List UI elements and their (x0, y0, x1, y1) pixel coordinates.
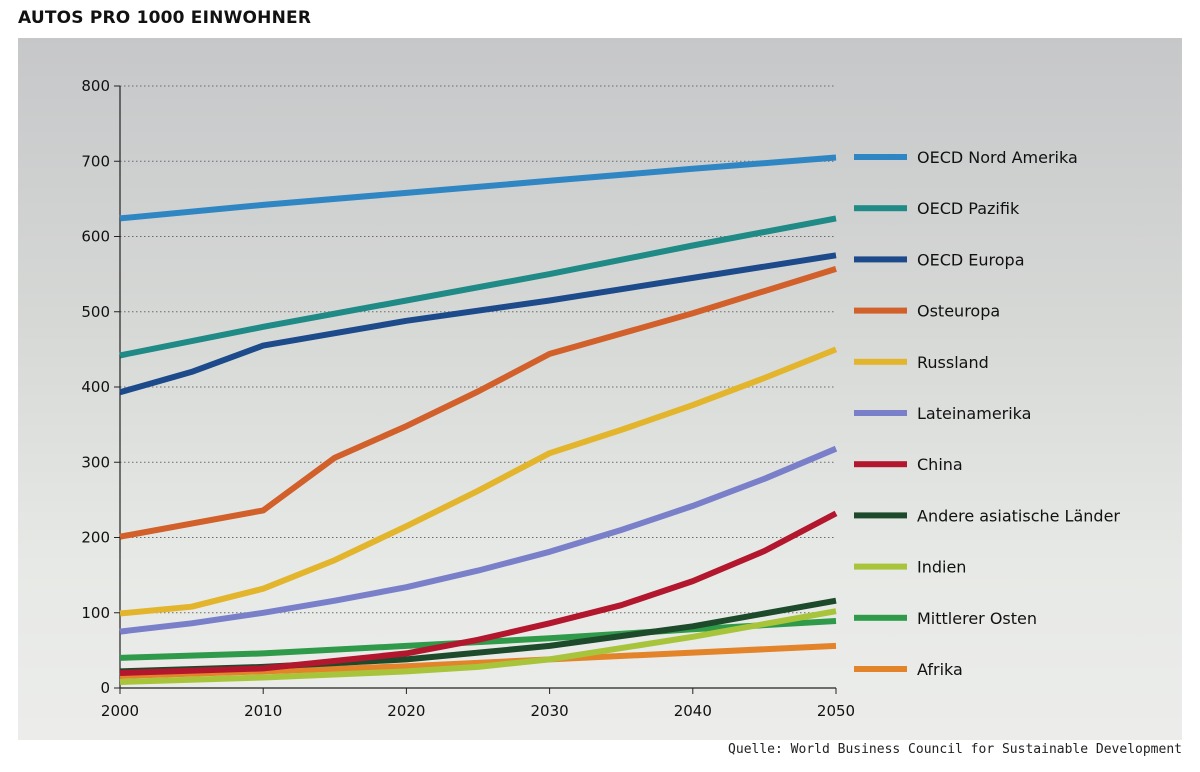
legend-swatch (854, 410, 907, 416)
chart-title: AUTOS PRO 1000 EINWOHNER (18, 8, 312, 28)
legend-label: Osteuropa (917, 302, 1000, 321)
series-line-lateinamerika (119, 445, 838, 635)
legend-swatch (854, 256, 907, 263)
legend-label: Lateinamerika (917, 404, 1031, 423)
legend-label: China (917, 455, 963, 474)
legend-swatch (854, 205, 907, 212)
legend-label: Afrika (917, 660, 963, 679)
series-line-oecd-europa (119, 252, 837, 396)
y-tick-label: 300 (81, 453, 110, 471)
x-tick-label: 2050 (817, 702, 855, 720)
y-tick-label: 500 (81, 303, 110, 321)
y-tick-label: 400 (81, 378, 110, 396)
legend-swatch (854, 666, 907, 672)
legend-label: OECD Europa (917, 250, 1025, 269)
legend-label: Russland (917, 353, 989, 372)
y-tick-label: 200 (81, 529, 110, 547)
legend-label: OECD Nord Amerika (917, 148, 1078, 167)
x-tick-label: 2030 (531, 702, 569, 720)
gridlines (120, 85, 836, 614)
series-line-china (119, 510, 838, 676)
y-tick-label: 700 (81, 152, 110, 170)
y-tick-label: 0 (100, 679, 110, 697)
legend-swatch (854, 614, 907, 621)
y-tick-label: 600 (81, 228, 110, 246)
series-line-osteuropa (119, 266, 837, 540)
series-line-oecd-pazifik (119, 215, 837, 359)
legend-swatch (854, 154, 907, 160)
y-tick-label: 100 (81, 604, 110, 622)
legend-label: Mittlerer Osten (917, 609, 1037, 628)
x-tick-label: 2010 (244, 702, 282, 720)
x-tick-label: 2040 (674, 702, 712, 720)
x-axis-ticks: 2000 2010 2020 2030 2040 2050 (101, 688, 855, 720)
series-lines (119, 154, 838, 685)
legend-label: Andere asiatische Länder (917, 506, 1120, 525)
chart-panel: 0 100 200 300 400 500 600 700 800 2000 2010 2020 20… (18, 38, 1182, 740)
legend-swatch (854, 563, 907, 570)
series-line-russland (119, 346, 838, 617)
x-tick-label: 2020 (387, 702, 425, 720)
y-tick-label: 800 (81, 77, 110, 95)
series-line-indien (119, 608, 837, 685)
series-line-oecd-nord-amerika (119, 154, 837, 222)
y-axis-ticks: 0 100 200 300 400 500 600 700 800 (81, 77, 120, 697)
legend-label: Indien (917, 558, 966, 577)
legend-swatch (854, 358, 907, 365)
legend-swatch (854, 307, 907, 314)
legend: OECD Nord Amerika OECD Pazifik OECD Europa… (854, 148, 1120, 679)
legend-swatch (854, 512, 907, 519)
x-tick-label: 2000 (101, 702, 139, 720)
legend-swatch (854, 461, 907, 468)
legend-label: OECD Pazifik (917, 199, 1020, 218)
source-note: Quelle: World Business Council for Susta… (728, 742, 1182, 757)
